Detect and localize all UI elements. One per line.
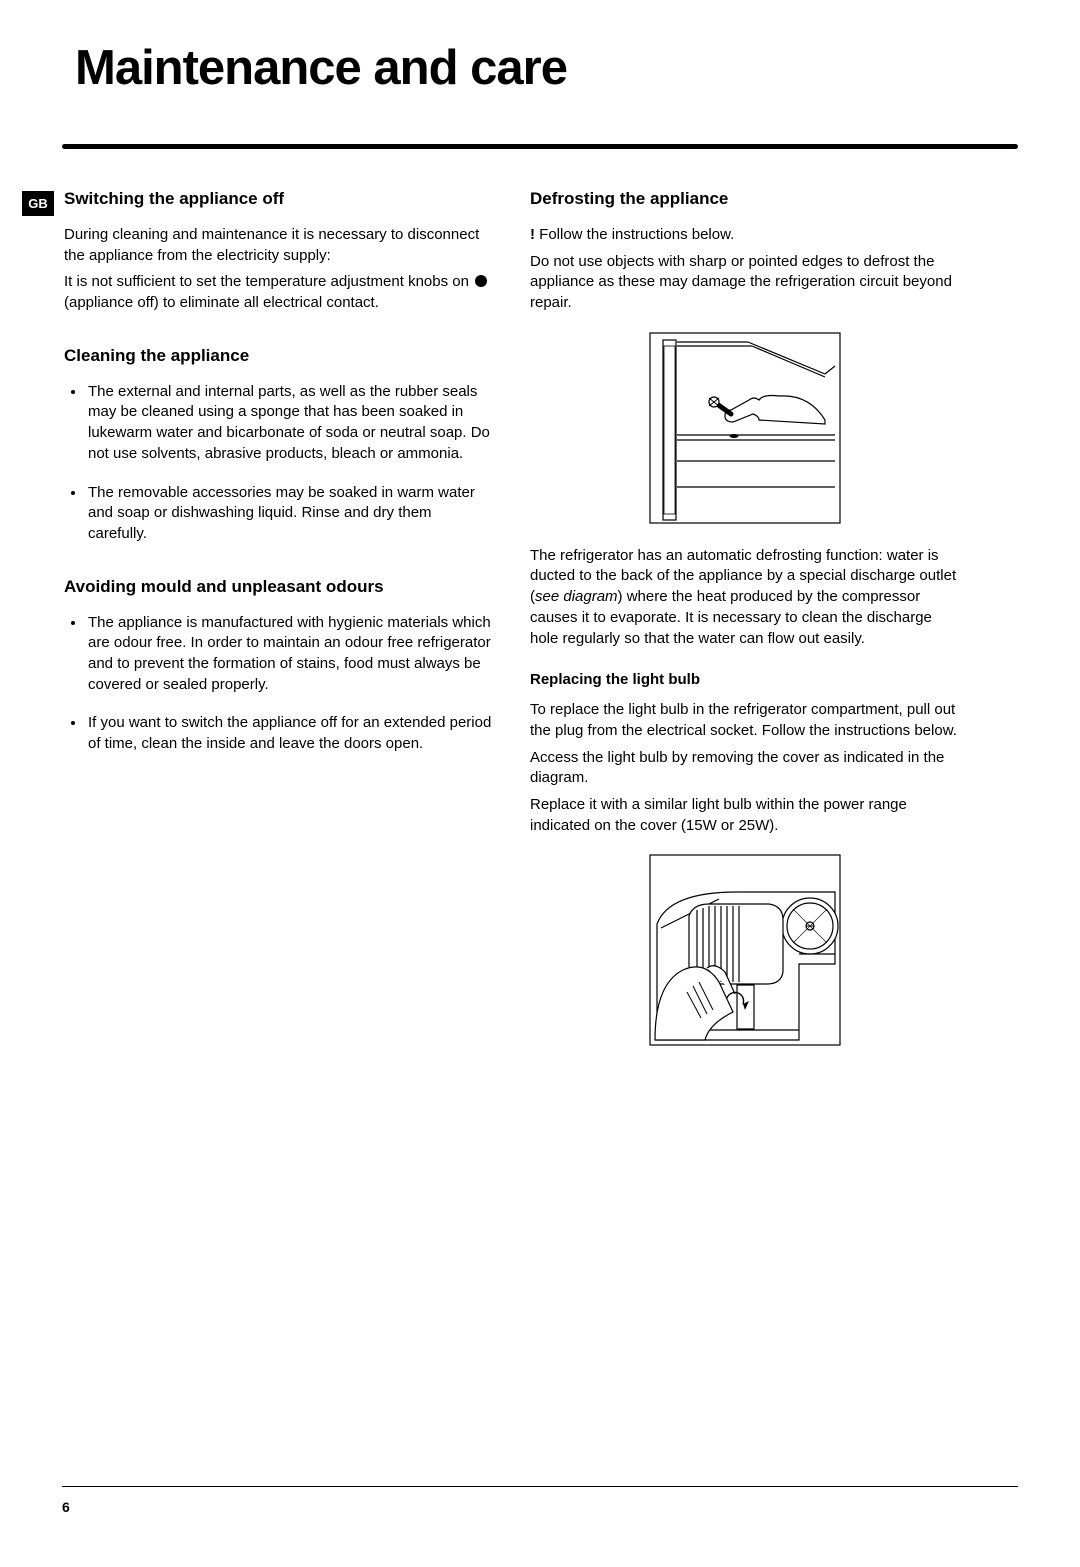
- heading-defrost: Defrosting the appliance: [530, 189, 960, 209]
- left-column: Switching the appliance off During clean…: [64, 189, 494, 1068]
- bulb-diagram: [649, 854, 841, 1046]
- divider: [62, 144, 1018, 149]
- page-footer: 6: [62, 1486, 1018, 1517]
- page-number: 6: [62, 1499, 70, 1515]
- mould-li2: If you want to switch the appliance off …: [86, 713, 494, 754]
- bulb-p2: Access the light bulb by removing the co…: [530, 748, 960, 789]
- mould-li1: The appliance is manufactured with hygie…: [86, 613, 494, 696]
- defrost-diagram: [649, 332, 841, 524]
- switching-off-p2: It is not sufficient to set the temperat…: [64, 272, 494, 313]
- switching-off-p1: During cleaning and maintenance it is ne…: [64, 225, 494, 266]
- defrost-p2: Do not use objects with sharp or pointed…: [530, 252, 960, 314]
- switching-off-p2a: It is not sufficient to set the temperat…: [64, 273, 473, 290]
- defrost-p3: The refrigerator has an automatic defros…: [530, 546, 960, 649]
- cleaning-li1: The external and internal parts, as well…: [86, 382, 494, 465]
- bulb-p1: To replace the light bulb in the refrige…: [530, 700, 960, 741]
- columns: Switching the appliance off During clean…: [64, 189, 960, 1068]
- country-tag: GB: [22, 191, 54, 216]
- bulb-p3: Replace it with a similar light bulb wit…: [530, 795, 960, 836]
- cleaning-li2: The removable accessories may be soaked …: [86, 483, 494, 545]
- right-column: Defrosting the appliance ! Follow the in…: [530, 189, 960, 1068]
- heading-switching-off: Switching the appliance off: [64, 189, 494, 209]
- see-diagram-text: see diagram: [535, 588, 618, 605]
- defrost-p1: ! Follow the instructions below.: [530, 225, 960, 246]
- content: GB Switching the appliance off During cl…: [0, 189, 1080, 1068]
- off-dot-icon: [475, 275, 487, 287]
- heading-bulb: Replacing the light bulb: [530, 671, 960, 688]
- heading-mould: Avoiding mould and unpleasant odours: [64, 577, 494, 597]
- page-title: Maintenance and care: [75, 40, 1080, 96]
- switching-off-p2b: (appliance off) to eliminate all electri…: [64, 294, 379, 311]
- mould-list: The appliance is manufactured with hygie…: [86, 613, 494, 755]
- cleaning-list: The external and internal parts, as well…: [86, 382, 494, 545]
- heading-cleaning: Cleaning the appliance: [64, 346, 494, 366]
- defrost-p1a: Follow the instructions below.: [535, 226, 734, 243]
